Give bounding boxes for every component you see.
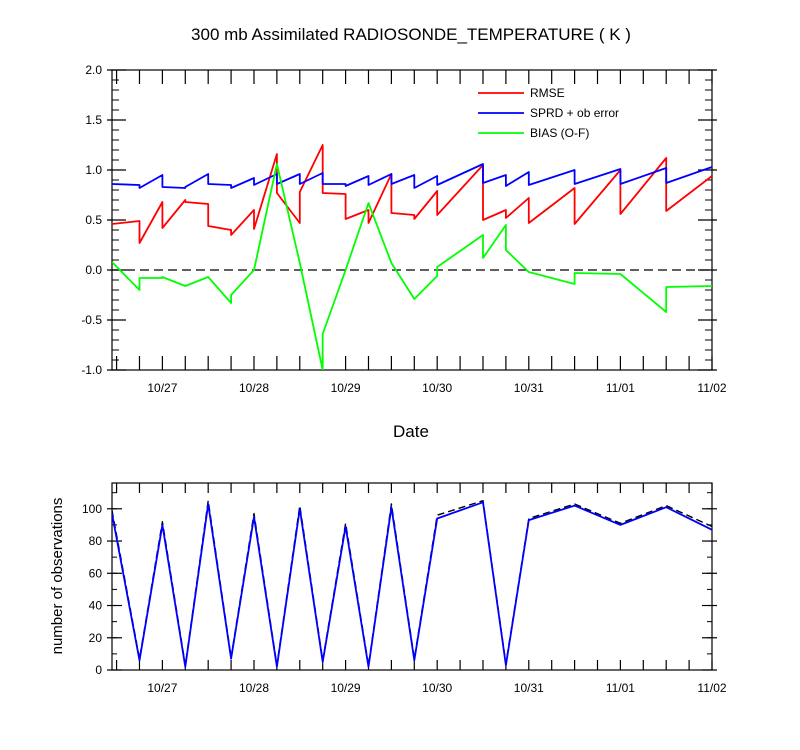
series-assimilated — [112, 501, 712, 668]
x-tick-label: 10/28 — [239, 381, 269, 395]
x-tick-label: 10/29 — [331, 681, 361, 695]
x-tick-label: 11/02 — [697, 381, 726, 395]
y-axis-label-observations: number of observations — [49, 498, 66, 655]
y-tick-label: -0.5 — [81, 313, 102, 327]
legend-label: SPRD + ob error — [530, 106, 619, 120]
legend-label: BIAS (O-F) — [530, 126, 589, 140]
plot-frame — [111, 482, 713, 671]
x-tick-label: 10/28 — [239, 681, 269, 695]
x-tick-label: 10/31 — [514, 681, 544, 695]
legend: RMSE SPRD + ob error BIAS (O-F) — [478, 86, 619, 140]
y-tick-label: -1.0 — [81, 363, 102, 377]
y-tick-label: 60 — [89, 566, 103, 580]
bottom-plot: 0 20 40 60 80 100 10/27 10/28 10/29 10/30 10/31 11/… — [82, 482, 727, 695]
x-tick-label: 10/31 — [514, 381, 544, 395]
y-tick-label: 0.5 — [85, 213, 102, 227]
chart-title: 300 mb Assimilated RADIOSONDE_TEMPERATUR… — [191, 25, 631, 44]
y-tick-label: 80 — [89, 534, 103, 548]
y-tick-label: 100 — [82, 502, 102, 516]
x-tick-label: 10/29 — [331, 381, 361, 395]
series-rmse — [112, 144, 712, 244]
x-tick-label: 10/30 — [422, 681, 452, 695]
x-tick-label: 10/27 — [147, 381, 177, 395]
x-tick-label: 11/01 — [606, 681, 635, 695]
x-axis-label: Date — [393, 422, 429, 441]
y-tick-label: 2.0 — [85, 63, 102, 77]
legend-label: RMSE — [530, 86, 565, 100]
y-tick-label: 1.0 — [85, 163, 102, 177]
top-plot: -1.0 -0.5 0.0 0.5 1.0 1.5 2.0 10/27 10/28 10/29 10… — [81, 63, 727, 395]
y-tick-label: 20 — [89, 631, 103, 645]
series-sprd-ob-error — [112, 163, 712, 189]
y-tick-label: 40 — [89, 599, 103, 613]
y-tick-label: 1.5 — [85, 113, 102, 127]
x-tick-label: 10/30 — [422, 381, 452, 395]
x-tick-label: 11/02 — [697, 681, 726, 695]
series-bias-o-f — [112, 163, 712, 370]
x-tick-label: 11/01 — [606, 381, 635, 395]
y-tick-label: 0 — [95, 663, 102, 677]
y-tick-label: 0.0 — [85, 263, 102, 277]
x-tick-label: 10/27 — [147, 681, 177, 695]
